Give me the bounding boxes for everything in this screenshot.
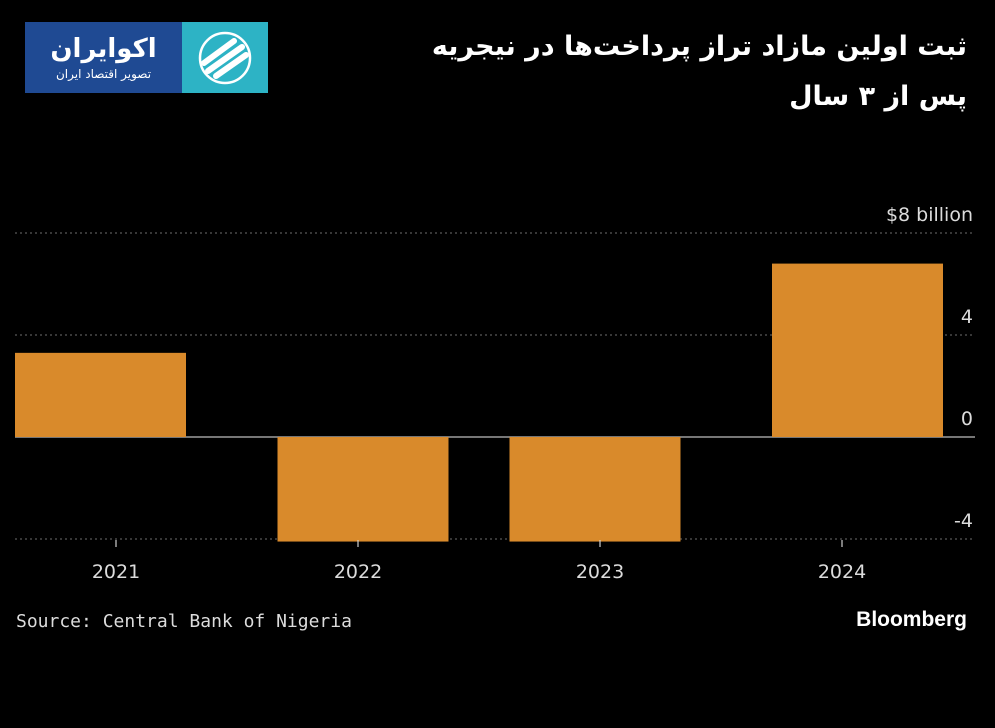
logo-name: اکوایران: [50, 33, 157, 64]
y-tick-label: $8 billion: [886, 204, 973, 226]
logo: اکوایران تصویر اقتصاد ایران: [25, 22, 268, 93]
bar: [15, 352, 186, 437]
bar: [277, 437, 449, 542]
logo-tagline: تصویر اقتصاد ایران: [55, 66, 152, 81]
title-line-1: ثبت اولین مازاد تراز پرداخت‌ها در نیجریه: [431, 31, 967, 62]
x-tick-label: 2021: [92, 561, 140, 583]
bar: [509, 437, 681, 542]
logo-text-panel: اکوایران تصویر اقتصاد ایران: [25, 22, 182, 93]
x-tick-label: 2022: [334, 561, 382, 583]
x-tick-label: 2024: [818, 561, 866, 583]
chart-title: ثبت اولین مازاد تراز پرداخت‌ها در نیجریه…: [347, 22, 967, 122]
source-note: Source: Central Bank of Nigeria: [16, 611, 352, 632]
title-line-2: پس از ۳ سال: [789, 81, 967, 112]
y-tick-label: 4: [961, 306, 973, 328]
y-tick-label: -4: [954, 510, 973, 532]
bar-chart: $8 billion 4 0 -4 2021 2022 2023 2024: [15, 204, 975, 583]
y-tick-label: 0: [961, 408, 973, 430]
stripes-logo-icon: [182, 22, 268, 93]
bloomberg-logo: Bloomberg: [856, 608, 967, 631]
x-tick-label: 2023: [576, 561, 624, 583]
bar: [772, 263, 943, 437]
